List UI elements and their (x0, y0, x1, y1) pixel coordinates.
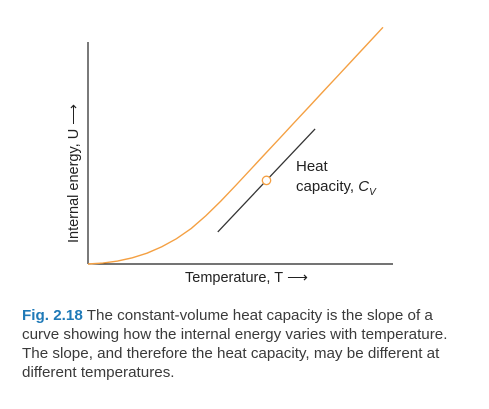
x-axis-arrow: ⟶ (287, 270, 308, 286)
annotation-line1: Heat (296, 158, 329, 175)
annotation-line2: capacity, CV (296, 178, 377, 198)
annotation-text: capacity, (296, 178, 358, 195)
y-axis-label: Internal energy, U ⟶ (66, 104, 82, 243)
annotation-symbol: C (358, 178, 369, 195)
y-axis-arrow: ⟶ (66, 104, 82, 125)
figure-caption: Fig. 2.18 The constant-volume heat capac… (22, 306, 472, 382)
caption-label: Fig. 2.18 (22, 307, 83, 324)
y-axis-label-text: Internal energy, U (66, 129, 82, 243)
heat-capacity-chart: Heat capacity, CV Temperature, T ⟶ Intern… (66, 26, 393, 286)
annotation-subscript: V (369, 187, 377, 198)
x-axis-label: Temperature, T ⟶ (185, 270, 308, 286)
x-axis-label-text: Temperature, T (185, 270, 283, 286)
internal-energy-curve (87, 26, 384, 265)
chart-svg: Heat capacity, CV Temperature, T ⟶ Intern… (66, 26, 393, 286)
caption-text: The constant-volume heat capacity is the… (22, 307, 448, 381)
tangent-point-marker (261, 175, 272, 186)
